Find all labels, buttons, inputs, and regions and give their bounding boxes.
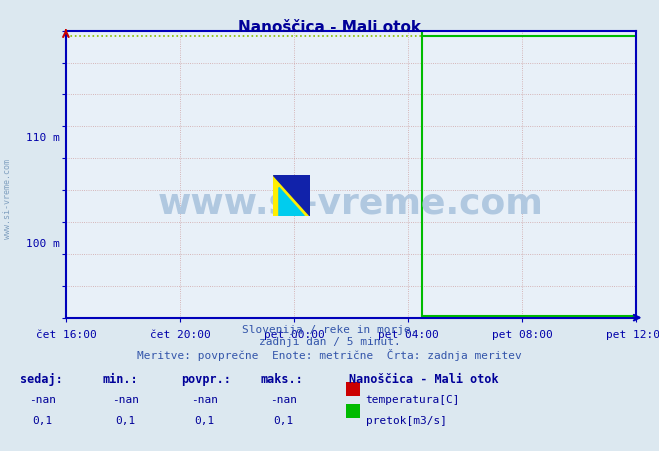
- Text: Meritve: povprečne  Enote: metrične  Črta: zadnja meritev: Meritve: povprečne Enote: metrične Črta:…: [137, 348, 522, 360]
- Text: 0,1: 0,1: [194, 415, 214, 425]
- Polygon shape: [279, 188, 304, 216]
- Text: Slovenija / reke in morje.: Slovenija / reke in morje.: [242, 324, 417, 334]
- Text: pretok[m3/s]: pretok[m3/s]: [366, 415, 447, 425]
- Text: čet 16:00: čet 16:00: [36, 329, 96, 340]
- Text: pet 12:00: pet 12:00: [606, 329, 659, 340]
- Text: -nan: -nan: [112, 394, 138, 404]
- Text: 100 m: 100 m: [26, 239, 60, 249]
- Text: 110 m: 110 m: [26, 133, 60, 143]
- Text: 0,1: 0,1: [273, 415, 293, 425]
- Text: -nan: -nan: [191, 394, 217, 404]
- Text: 0,1: 0,1: [33, 415, 53, 425]
- Text: sedaj:: sedaj:: [20, 372, 63, 385]
- Text: www.si-vreme.com: www.si-vreme.com: [158, 186, 544, 221]
- Text: pet 04:00: pet 04:00: [378, 329, 438, 340]
- Text: www.si-vreme.com: www.si-vreme.com: [3, 159, 13, 238]
- Text: -nan: -nan: [270, 394, 297, 404]
- Polygon shape: [273, 176, 310, 216]
- Text: čet 20:00: čet 20:00: [150, 329, 210, 340]
- Text: pet 00:00: pet 00:00: [264, 329, 324, 340]
- Text: maks.:: maks.:: [260, 372, 303, 385]
- Text: povpr.:: povpr.:: [181, 372, 231, 385]
- Text: temperatura[C]: temperatura[C]: [366, 394, 460, 404]
- Polygon shape: [273, 176, 310, 216]
- Text: 0,1: 0,1: [115, 415, 135, 425]
- Text: Nanoščica - Mali otok: Nanoščica - Mali otok: [349, 372, 499, 385]
- Text: zadnji dan / 5 minut.: zadnji dan / 5 minut.: [258, 336, 401, 346]
- Text: pet 08:00: pet 08:00: [492, 329, 552, 340]
- Text: min.:: min.:: [102, 372, 138, 385]
- Text: -nan: -nan: [30, 394, 56, 404]
- Text: Nanoščica - Mali otok: Nanoščica - Mali otok: [238, 20, 421, 35]
